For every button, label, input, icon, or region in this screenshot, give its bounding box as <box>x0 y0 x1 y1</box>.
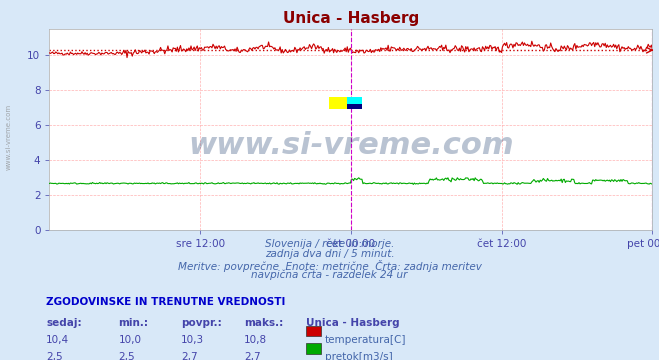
Text: sedaj:: sedaj: <box>46 318 82 328</box>
Text: povpr.:: povpr.: <box>181 318 222 328</box>
Text: Meritve: povprečne  Enote: metrične  Črta: zadnja meritev: Meritve: povprečne Enote: metrične Črta:… <box>177 260 482 271</box>
Text: 10,8: 10,8 <box>244 335 267 345</box>
Title: Unica - Hasberg: Unica - Hasberg <box>283 11 419 26</box>
Text: Slovenija / reke in morje.: Slovenija / reke in morje. <box>265 239 394 249</box>
Text: 2,5: 2,5 <box>119 352 135 360</box>
Text: temperatura[C]: temperatura[C] <box>325 335 407 345</box>
Text: ZGODOVINSKE IN TRENUTNE VREDNOSTI: ZGODOVINSKE IN TRENUTNE VREDNOSTI <box>46 297 285 307</box>
Text: zadnja dva dni / 5 minut.: zadnja dva dni / 5 minut. <box>265 249 394 260</box>
Text: maks.:: maks.: <box>244 318 283 328</box>
Bar <box>347 104 362 109</box>
Text: 2,5: 2,5 <box>46 352 63 360</box>
Text: www.si-vreme.com: www.si-vreme.com <box>188 131 514 160</box>
Text: pretok[m3/s]: pretok[m3/s] <box>325 352 393 360</box>
Bar <box>347 97 362 104</box>
Text: navpična črta - razdelek 24 ur: navpična črta - razdelek 24 ur <box>251 270 408 280</box>
Text: www.si-vreme.com: www.si-vreme.com <box>5 104 11 170</box>
Text: 10,0: 10,0 <box>119 335 142 345</box>
Text: min.:: min.: <box>119 318 149 328</box>
Text: 10,3: 10,3 <box>181 335 204 345</box>
Text: 2,7: 2,7 <box>181 352 198 360</box>
Text: 10,4: 10,4 <box>46 335 69 345</box>
Bar <box>329 97 347 109</box>
Text: 2,7: 2,7 <box>244 352 260 360</box>
Text: Unica - Hasberg: Unica - Hasberg <box>306 318 400 328</box>
